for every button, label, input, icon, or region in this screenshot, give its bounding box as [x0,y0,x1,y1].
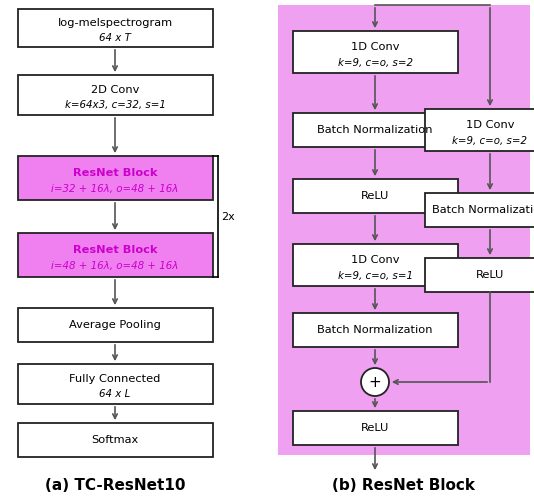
Bar [18,423,213,457]
Bar [18,233,213,277]
Text: 64 x T: 64 x T [99,32,131,42]
Text: k=64x3, c=32, s=1: k=64x3, c=32, s=1 [65,100,166,110]
Text: 64 x L: 64 x L [99,389,131,399]
Text: Batch Normalization: Batch Normalization [317,325,433,335]
Text: log-melspectrogram: log-melspectrogram [58,18,172,28]
Text: Average Pooling: Average Pooling [69,320,161,330]
Bar [425,109,534,151]
Circle shape [361,368,389,396]
Text: ReLU: ReLU [361,423,389,433]
Text: 2x: 2x [222,212,235,222]
Text: 1D Conv: 1D Conv [351,42,399,52]
Bar [18,75,213,115]
Bar [293,313,458,347]
Text: (b) ResNet Block: (b) ResNet Block [333,478,475,493]
Bar [18,156,213,200]
Text: ResNet Block: ResNet Block [73,168,157,178]
Text: ResNet Block: ResNet Block [73,245,157,254]
Text: i=32 + 16λ, o=48 + 16λ: i=32 + 16λ, o=48 + 16λ [51,184,179,194]
Bar [18,308,213,342]
Text: ReLU: ReLU [361,191,389,201]
Text: 2D Conv: 2D Conv [91,85,139,95]
Text: k=9, c=o, s=1: k=9, c=o, s=1 [337,270,412,280]
Text: Batch Normalization: Batch Normalization [432,205,534,215]
Text: k=9, c=o, s=2: k=9, c=o, s=2 [452,135,528,145]
Text: Fully Connected: Fully Connected [69,374,161,384]
Bar [293,411,458,445]
Text: 1D Conv: 1D Conv [466,120,514,130]
Bar [278,5,530,455]
Text: (a) TC-ResNet10: (a) TC-ResNet10 [45,478,185,493]
Bar [293,179,458,213]
Bar [425,193,534,227]
Text: Batch Normalization: Batch Normalization [317,125,433,135]
Bar [293,244,458,286]
Text: k=9, c=o, s=2: k=9, c=o, s=2 [337,57,412,68]
Bar [18,364,213,404]
Text: ReLU: ReLU [476,270,504,280]
Bar [425,258,534,292]
Bar [293,113,458,147]
Text: +: + [368,374,381,389]
Bar [18,9,213,47]
Bar [293,31,458,73]
Text: Softmax: Softmax [91,435,139,445]
Text: 1D Conv: 1D Conv [351,255,399,265]
Text: i=48 + 16λ, o=48 + 16λ: i=48 + 16λ, o=48 + 16λ [51,261,179,271]
